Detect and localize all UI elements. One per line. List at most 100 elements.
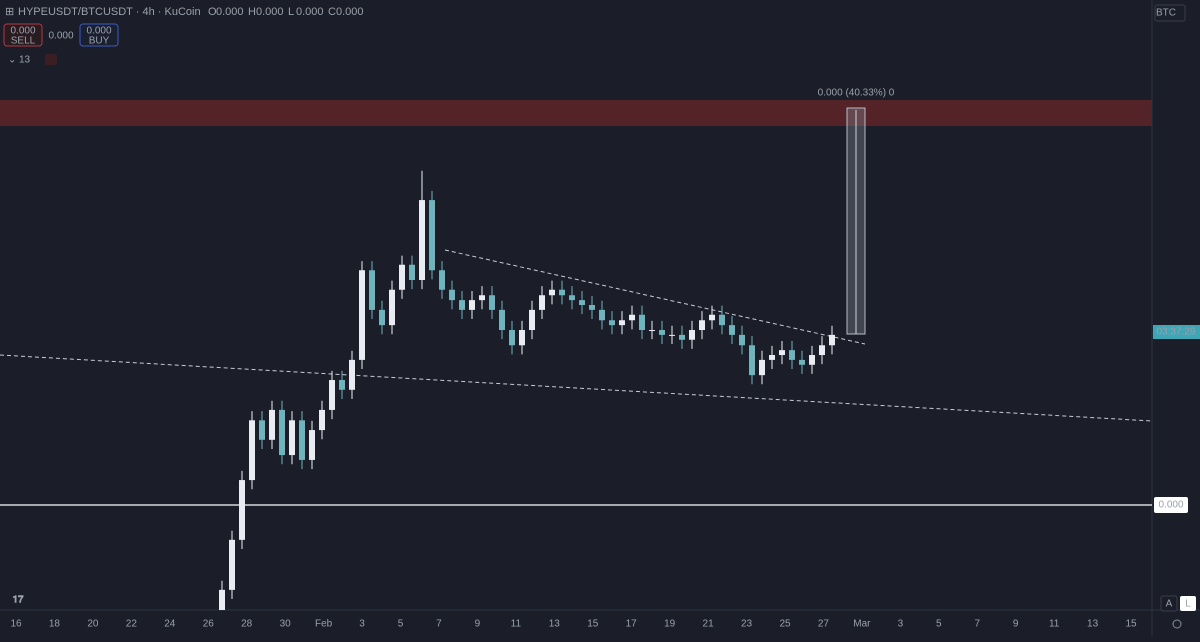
candle-body xyxy=(349,359,355,390)
candle-body xyxy=(319,409,325,431)
x-tick-label: 26 xyxy=(203,619,215,630)
x-tick-label: 17 xyxy=(626,619,638,630)
candle-body xyxy=(689,330,695,340)
candle-body xyxy=(699,320,705,331)
candle-body xyxy=(659,330,665,335)
candle-body xyxy=(619,320,625,326)
candle-body xyxy=(709,314,715,321)
candle-body xyxy=(519,330,525,346)
buy-price: 0.000 xyxy=(86,26,111,37)
candle-body xyxy=(369,270,375,310)
candle-body xyxy=(219,589,225,610)
x-tick-label: Feb xyxy=(315,619,333,630)
indicators-count[interactable]: 13 xyxy=(19,55,31,66)
candle-body xyxy=(429,200,435,271)
ohlc-key: H xyxy=(248,6,256,18)
x-tick-label: 3 xyxy=(898,619,904,630)
candle-body xyxy=(269,409,275,440)
x-tick-label: 19 xyxy=(664,619,676,630)
countdown: 03:37:29 xyxy=(1157,327,1196,338)
candle-body xyxy=(299,420,305,460)
candle-body xyxy=(829,334,835,346)
candle-body xyxy=(409,264,415,280)
measure-label: 0.000 (40.33%) 0 xyxy=(818,88,895,99)
x-tick-label: Mar xyxy=(853,619,871,630)
log-label: L xyxy=(1185,599,1191,610)
candle-body xyxy=(579,300,585,305)
candle-body xyxy=(339,380,345,390)
candle-body xyxy=(569,295,575,301)
candle-body xyxy=(359,270,365,360)
ohlc-key: C xyxy=(328,6,336,18)
sell-button[interactable] xyxy=(3,23,43,47)
candle-body xyxy=(469,300,475,310)
upper-trendline xyxy=(444,249,866,345)
x-tick-label: 18 xyxy=(49,619,61,630)
sell-label: SELL xyxy=(11,36,36,47)
candle-body xyxy=(779,350,785,356)
candle-body xyxy=(649,330,655,332)
candle-body xyxy=(539,295,545,310)
buy-label: BUY xyxy=(89,36,110,47)
candle-body xyxy=(459,300,465,310)
spread: 0.000 xyxy=(48,31,73,42)
x-tick-label: 13 xyxy=(549,619,561,630)
candle-body xyxy=(289,420,295,456)
candle-body xyxy=(729,325,735,335)
buy-button[interactable] xyxy=(79,23,119,47)
resistance-zone xyxy=(0,100,1152,126)
candle-body xyxy=(589,305,595,310)
logo: 𝟏𝟕 xyxy=(12,595,24,606)
settings-icon[interactable] xyxy=(1172,619,1182,629)
log-button[interactable] xyxy=(1180,596,1196,611)
x-tick-label: 15 xyxy=(587,619,599,630)
candle-body xyxy=(309,430,315,460)
candle-body xyxy=(389,289,395,326)
x-tick-label: 28 xyxy=(241,619,253,630)
x-tick-label: 11 xyxy=(511,619,522,630)
x-tick-label: 7 xyxy=(436,619,442,630)
candle-body xyxy=(449,289,455,301)
candle-body xyxy=(609,320,615,326)
candle-body xyxy=(279,409,285,456)
x-tick-label: 21 xyxy=(703,619,715,630)
candle-body xyxy=(669,334,675,336)
x-tick-label: 30 xyxy=(280,619,292,630)
symbol-icon: ⊞ xyxy=(5,6,14,18)
collapse-icon[interactable]: ⌄ xyxy=(8,55,16,66)
alert-icon[interactable] xyxy=(45,54,57,65)
x-tick-label: 24 xyxy=(164,619,176,630)
x-tick-label: 15 xyxy=(1125,619,1137,630)
candle-body xyxy=(549,289,555,296)
x-tick-label: 5 xyxy=(936,619,942,630)
candle-body xyxy=(739,334,745,346)
candle-body xyxy=(559,289,565,296)
candle-body xyxy=(399,264,405,290)
candle-body xyxy=(679,334,685,340)
candle-body xyxy=(719,314,725,326)
x-tick-label: 16 xyxy=(10,619,22,630)
candle-body xyxy=(479,295,485,301)
ohlc-key: O xyxy=(208,6,217,18)
x-tick-label: 23 xyxy=(741,619,753,630)
candle-body xyxy=(599,309,605,321)
x-tick-label: 13 xyxy=(1087,619,1099,630)
x-tick-label: 27 xyxy=(818,619,830,630)
candle-body xyxy=(529,309,535,331)
countdown-box xyxy=(1153,325,1200,339)
candle-body xyxy=(789,350,795,360)
x-tick-label: 22 xyxy=(126,619,138,630)
currency-box[interactable] xyxy=(1154,4,1186,22)
x-tick-label: 5 xyxy=(398,619,404,630)
candle-body xyxy=(749,345,755,376)
currency-label: BTC xyxy=(1156,8,1176,19)
x-tick-label: 7 xyxy=(974,619,980,630)
x-tick-label: 20 xyxy=(87,619,99,630)
symbol[interactable]: HYPEUSDT/BTCUSDT · 4h · KuCoin xyxy=(18,6,201,18)
candle-body xyxy=(229,539,235,590)
lower-trendline xyxy=(0,354,1153,422)
auto-button[interactable] xyxy=(1160,595,1178,612)
candle-body xyxy=(819,345,825,356)
x-tick-label: 9 xyxy=(475,619,481,630)
